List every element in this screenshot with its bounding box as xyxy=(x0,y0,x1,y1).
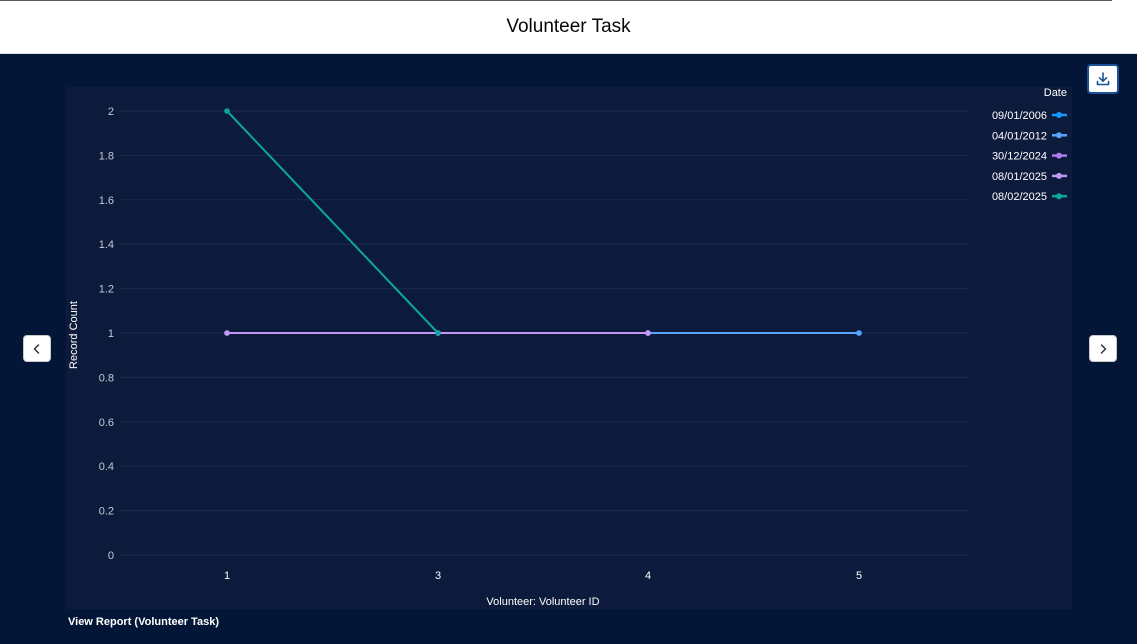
previous-chart-button[interactable] xyxy=(23,335,51,362)
legend-item[interactable]: 09/01/2006 xyxy=(992,110,1067,122)
legend-marker xyxy=(1056,193,1062,200)
x-tick-label: 4 xyxy=(645,570,651,582)
download-button[interactable] xyxy=(1087,64,1119,94)
line-chart: 0 0.2 0.4 0.6 0.8 1 1.2 1.4 1.6 1.8 2 1 3 4 5 Record … xyxy=(68,87,1067,608)
y-tick-label: 0.6 xyxy=(99,417,114,429)
y-tick-label: 0.8 xyxy=(99,372,114,384)
chevron-right-icon xyxy=(1100,343,1107,354)
legend-item[interactable]: 30/12/2024 xyxy=(992,151,1067,163)
data-point[interactable] xyxy=(224,108,230,114)
download-icon xyxy=(1096,72,1110,86)
x-tick-label: 3 xyxy=(435,570,441,582)
next-chart-button[interactable] xyxy=(1089,335,1117,362)
legend-label: 09/01/2006 xyxy=(992,110,1047,122)
page-title: Volunteer Task xyxy=(506,15,631,37)
legend-marker xyxy=(1056,172,1062,179)
legend-marker xyxy=(1056,152,1062,159)
view-report-link[interactable]: View Report (Volunteer Task) xyxy=(68,616,219,628)
y-tick-label: 1 xyxy=(108,328,114,340)
x-tick-label: 5 xyxy=(856,570,862,582)
legend-marker xyxy=(1056,132,1062,139)
y-tick-label: 1.8 xyxy=(99,150,114,162)
data-point[interactable] xyxy=(645,330,651,336)
chart-panel: 0 0.2 0.4 0.6 0.8 1 1.2 1.4 1.6 1.8 2 1 3 4 5 Record … xyxy=(66,87,1072,609)
legend-marker xyxy=(1056,112,1062,118)
x-axis-label: Volunteer: Volunteer ID xyxy=(486,596,599,608)
legend-label: 08/02/2025 xyxy=(992,191,1047,203)
legend-label: 08/01/2025 xyxy=(992,171,1047,183)
legend: 09/01/2006 04/01/2012 30/12/2024 08/01/2025… xyxy=(992,110,1067,203)
legend-label: 04/01/2012 xyxy=(992,130,1047,142)
data-point[interactable] xyxy=(856,330,862,336)
legend-title: Date xyxy=(1044,87,1067,99)
y-tick-label: 0.4 xyxy=(99,461,114,473)
legend-item[interactable]: 08/02/2025 xyxy=(992,191,1067,203)
y-tick-label: 0.2 xyxy=(99,506,114,518)
y-tick-label: 2 xyxy=(108,106,114,118)
report-header: Volunteer Task xyxy=(0,0,1137,54)
y-tick-label: 1.6 xyxy=(99,195,114,207)
y-axis-ticks: 0 0.2 0.4 0.6 0.8 1 1.2 1.4 1.6 1.8 2 xyxy=(99,106,114,562)
series-5 xyxy=(224,108,441,336)
x-tick-label: 1 xyxy=(224,570,230,582)
data-point[interactable] xyxy=(224,330,230,336)
series-line xyxy=(226,110,439,334)
series-2 xyxy=(645,330,862,336)
chevron-left-icon xyxy=(33,343,40,354)
series-lines xyxy=(224,108,862,336)
legend-label: 30/12/2024 xyxy=(992,151,1047,163)
legend-item[interactable]: 08/01/2025 xyxy=(992,171,1067,183)
header-top-border xyxy=(0,0,1112,1)
y-axis-label: Record Count xyxy=(68,301,80,369)
data-point[interactable] xyxy=(435,330,441,336)
x-axis-ticks: 1 3 4 5 xyxy=(224,570,862,582)
legend-item[interactable]: 04/01/2012 xyxy=(992,130,1067,142)
y-tick-label: 0 xyxy=(108,550,114,562)
y-tick-label: 1.4 xyxy=(99,239,114,251)
y-tick-label: 1.2 xyxy=(99,284,114,296)
